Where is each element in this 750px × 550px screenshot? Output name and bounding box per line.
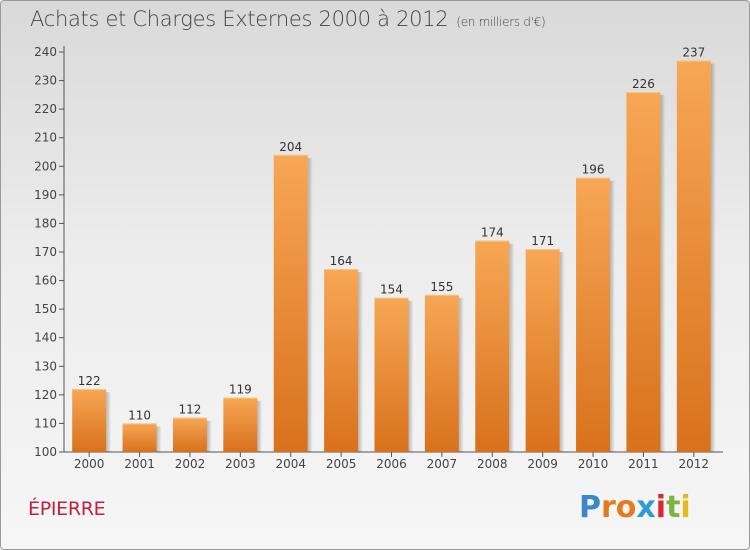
bar-value-label: 155 <box>430 280 453 294</box>
logo-letter: i <box>680 490 691 525</box>
bar <box>223 397 258 452</box>
logo-letter: o <box>615 490 637 525</box>
x-tick-label: 2007 <box>427 457 458 471</box>
bar-value-label: 154 <box>380 283 403 297</box>
y-tick-label: 160 <box>34 274 57 288</box>
x-tick-label: 2011 <box>628 457 659 471</box>
bar-shadow <box>509 243 515 452</box>
bar-shadow <box>710 63 716 452</box>
bar <box>324 269 359 452</box>
bar-value-label: 171 <box>531 234 554 248</box>
x-tick-label: 2008 <box>477 457 508 471</box>
bar-shadow <box>559 252 565 452</box>
chart-title: Achats et Charges Externes 2000 à 2012 (e… <box>30 7 546 31</box>
bar-value-label: 122 <box>78 374 101 388</box>
y-tick-label: 140 <box>34 331 57 345</box>
bar-shadow <box>458 297 464 452</box>
y-tick-label: 240 <box>34 45 57 59</box>
bar-value-label: 196 <box>582 163 605 177</box>
proxiti-logo: Proxiti <box>579 490 691 525</box>
x-tick-label: 2010 <box>578 457 609 471</box>
bar-value-label: 237 <box>682 46 705 60</box>
chart-axes: 100 110 120 130 140 150 160 170 180 190 200 210 220 2… <box>34 45 723 471</box>
chart-subtitle: (en milliers d'€) <box>456 15 546 29</box>
bar-shadow <box>106 392 112 452</box>
bar-shadow <box>307 157 313 452</box>
bar <box>676 60 711 452</box>
y-tick-label: 210 <box>34 131 57 145</box>
x-tick-label: 2009 <box>527 457 558 471</box>
bar <box>374 297 409 452</box>
y-tick-label: 120 <box>34 388 57 402</box>
bar <box>576 177 611 452</box>
bar <box>424 294 459 452</box>
bar-value-label: 204 <box>279 140 302 154</box>
bar-value-label: 226 <box>632 77 655 91</box>
y-tick-label: 100 <box>34 445 57 459</box>
y-tick-label: 180 <box>34 216 57 230</box>
logo-letter: P <box>579 490 601 525</box>
bar <box>475 240 510 452</box>
bar <box>122 423 157 452</box>
x-tick-label: 2012 <box>679 457 710 471</box>
x-tick-label: 2000 <box>74 457 105 471</box>
bar <box>525 249 560 452</box>
bar <box>273 154 308 452</box>
y-tick-label: 190 <box>34 188 57 202</box>
bar-shadow <box>610 180 616 452</box>
y-tick-label: 110 <box>34 416 57 430</box>
bar-shadow <box>660 95 666 452</box>
bar-shadow <box>358 272 364 452</box>
logo-letter: t <box>666 490 681 525</box>
x-tick-label: 2006 <box>376 457 407 471</box>
bar <box>626 92 661 452</box>
x-tick-label: 2003 <box>225 457 256 471</box>
logo-letter: r <box>601 490 616 525</box>
bar-shadow <box>257 400 263 452</box>
bar-shadow <box>206 420 212 452</box>
y-tick-label: 230 <box>34 74 57 88</box>
commune-name: ÉPIERRE <box>28 498 106 520</box>
bar-value-label: 110 <box>128 408 151 422</box>
x-tick-label: 2002 <box>175 457 206 471</box>
chart-data-labels: 122 110 112 119 204 164 154 155 174 171 196 226 237 <box>78 46 706 423</box>
y-tick-label: 170 <box>34 245 57 259</box>
bar <box>172 417 207 452</box>
x-tick-label: 2001 <box>124 457 155 471</box>
bar-value-label: 119 <box>229 383 252 397</box>
bar-chart: 100 110 120 130 140 150 160 170 180 190 200 210 220 2… <box>34 45 723 471</box>
x-tick-label: 2004 <box>275 457 306 471</box>
y-tick-label: 130 <box>34 359 57 373</box>
logo-letter: x <box>636 490 656 525</box>
chart-bars <box>72 60 716 452</box>
bar-value-label: 174 <box>481 226 504 240</box>
bar-value-label: 112 <box>179 403 202 417</box>
bar <box>72 389 107 452</box>
y-tick-label: 220 <box>34 102 57 116</box>
logo-letter: i <box>655 490 667 525</box>
bar-shadow <box>156 426 162 452</box>
bar-value-label: 164 <box>330 254 353 268</box>
y-tick-label: 200 <box>34 159 57 173</box>
bar-shadow <box>408 300 414 452</box>
y-tick-label: 150 <box>34 302 57 316</box>
x-tick-label: 2005 <box>326 457 357 471</box>
